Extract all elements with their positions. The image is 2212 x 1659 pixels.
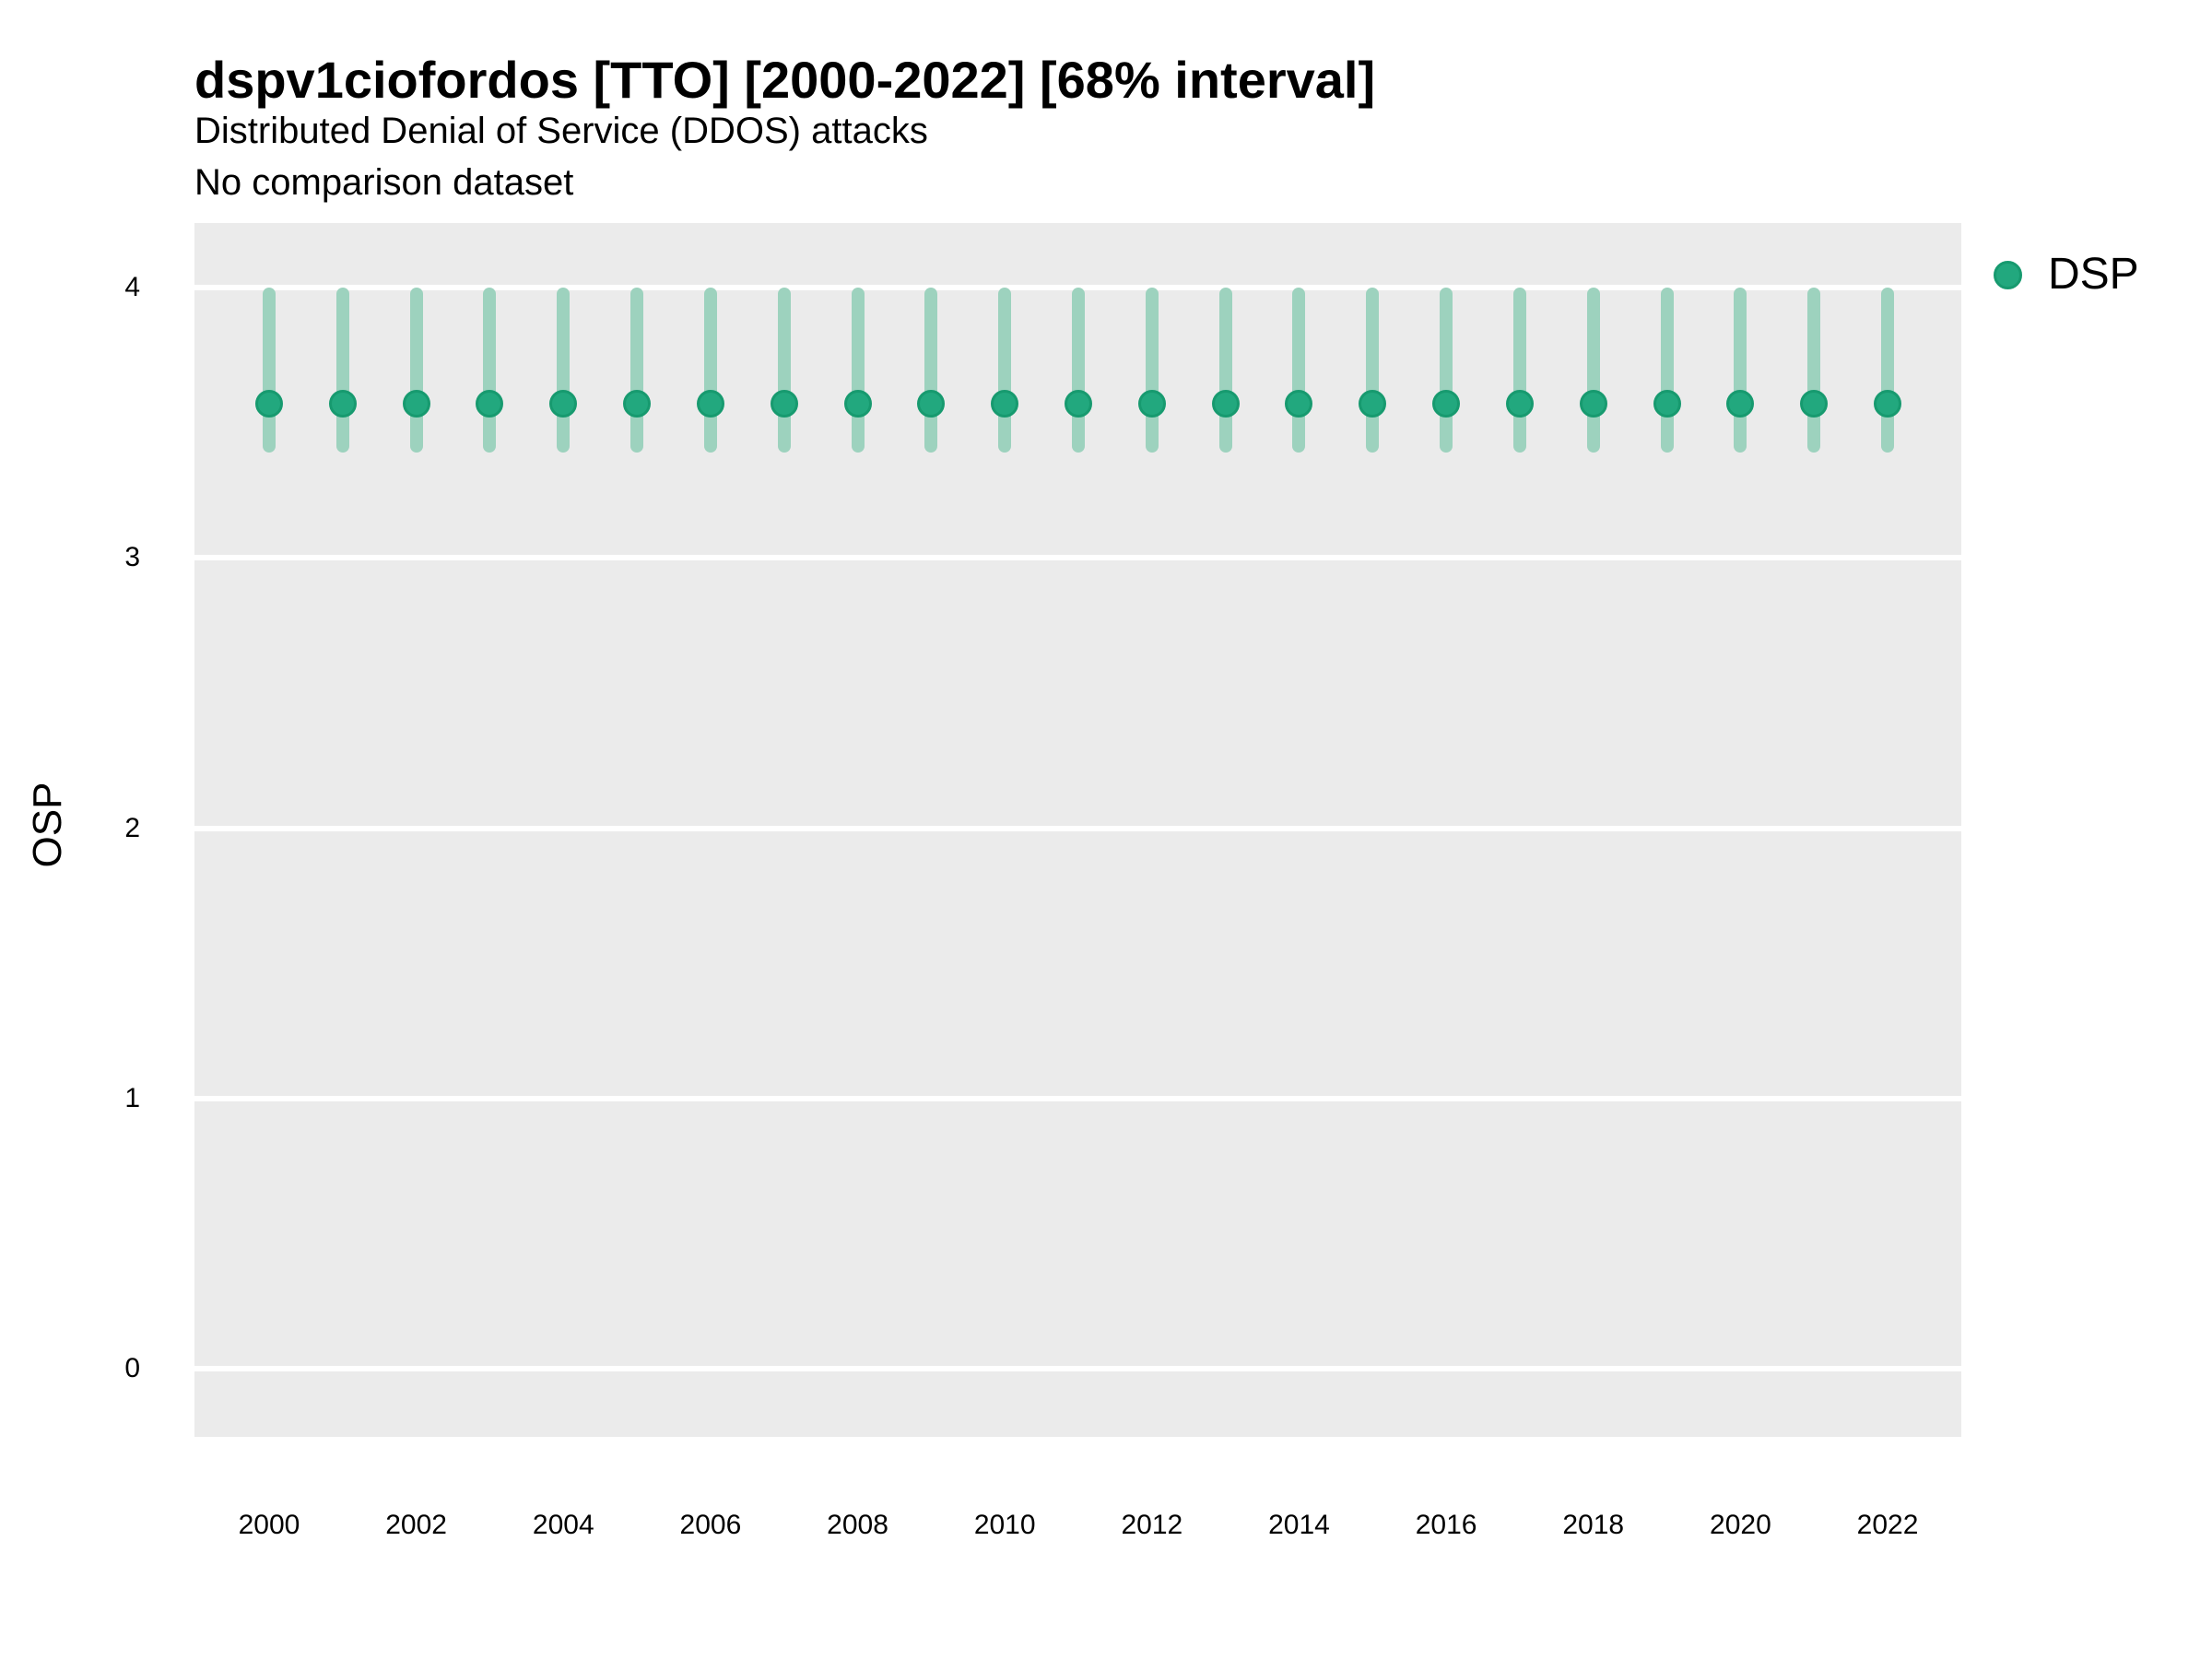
data-point-2012 (1137, 390, 1166, 418)
data-point-2007 (770, 390, 798, 418)
x-tick-label-2010: 2010 (973, 1510, 1036, 1540)
y-tick-label-4: 4 (124, 272, 140, 302)
x-tick-label-2006: 2006 (679, 1510, 742, 1540)
y-tick-label-0: 0 (124, 1353, 140, 1383)
data-point-2018 (1579, 390, 1607, 418)
gridline-y-2 (194, 825, 1961, 831)
interval-bar-2008 (851, 288, 865, 453)
x-tick-label-2000: 2000 (238, 1510, 300, 1540)
interval-bar-2013 (1218, 288, 1232, 453)
data-point-2015 (1359, 390, 1387, 418)
comparison-note: No comparison dataset (194, 162, 574, 203)
data-point-2020 (1726, 390, 1755, 418)
interval-bar-2020 (1734, 288, 1747, 453)
interval-bar-2004 (557, 288, 571, 453)
x-tick-label-2002: 2002 (385, 1510, 447, 1540)
data-point-2003 (476, 390, 504, 418)
data-point-2010 (991, 390, 1019, 418)
x-tick-label-2016: 2016 (1415, 1510, 1477, 1540)
legend-point-icon (1994, 260, 2022, 289)
interval-bar-2009 (924, 288, 938, 453)
interval-bar-2000 (263, 288, 276, 453)
interval-bar-2012 (1145, 288, 1159, 453)
data-point-2017 (1505, 390, 1534, 418)
interval-bar-2006 (703, 288, 717, 453)
interval-bar-2018 (1586, 288, 1600, 453)
plot-panel (194, 223, 1961, 1437)
data-point-2019 (1653, 390, 1681, 418)
data-point-2021 (1800, 390, 1829, 418)
x-tick-label-2004: 2004 (532, 1510, 594, 1540)
gridline-y-3 (194, 555, 1961, 561)
data-point-2005 (623, 390, 652, 418)
x-tick-label-2020: 2020 (1710, 1510, 1771, 1540)
interval-bar-2002 (409, 288, 423, 453)
data-point-2006 (696, 390, 724, 418)
data-point-2009 (917, 390, 946, 418)
interval-bar-2003 (483, 288, 497, 453)
interval-bar-2001 (335, 288, 349, 453)
interval-bar-2022 (1881, 288, 1895, 453)
data-point-2022 (1874, 390, 1902, 418)
interval-bar-2016 (1440, 288, 1453, 453)
data-point-2016 (1432, 390, 1461, 418)
x-tick-label-2014: 2014 (1268, 1510, 1330, 1540)
x-tick-label-2022: 2022 (1856, 1510, 1919, 1540)
y-tick-label-2: 2 (124, 812, 140, 843)
legend: DSP (1994, 253, 2139, 297)
data-point-2002 (402, 390, 430, 418)
data-point-2008 (843, 390, 872, 418)
interval-bar-2011 (1072, 288, 1086, 453)
gridline-y-0 (194, 1366, 1961, 1371)
interval-bar-2021 (1807, 288, 1821, 453)
data-point-2013 (1211, 390, 1240, 418)
interval-bar-2017 (1512, 288, 1526, 453)
gridline-y-1 (194, 1095, 1961, 1101)
data-point-2011 (1065, 390, 1093, 418)
interval-bar-2019 (1660, 288, 1674, 453)
y-tick-label-1: 1 (124, 1082, 140, 1113)
x-tick-label-2012: 2012 (1121, 1510, 1183, 1540)
interval-bar-2014 (1292, 288, 1306, 453)
data-point-2014 (1285, 390, 1313, 418)
x-tick-label-2008: 2008 (827, 1510, 888, 1540)
data-point-2004 (549, 390, 578, 418)
x-tick-label-2018: 2018 (1562, 1510, 1625, 1540)
interval-bar-2010 (998, 288, 1012, 453)
interval-bar-2015 (1366, 288, 1380, 453)
chart-title: dspv1ciofordos [TTO] [2000-2022] [68% in… (194, 51, 1376, 109)
legend-label: DSP (2048, 250, 2139, 299)
interval-bar-2005 (630, 288, 644, 453)
chart-subtitle: Distributed Denial of Service (DDOS) att… (194, 111, 928, 151)
data-point-2000 (255, 390, 283, 418)
interval-bar-2007 (777, 288, 791, 453)
y-tick-label-3: 3 (124, 542, 140, 573)
data-point-2001 (328, 390, 357, 418)
